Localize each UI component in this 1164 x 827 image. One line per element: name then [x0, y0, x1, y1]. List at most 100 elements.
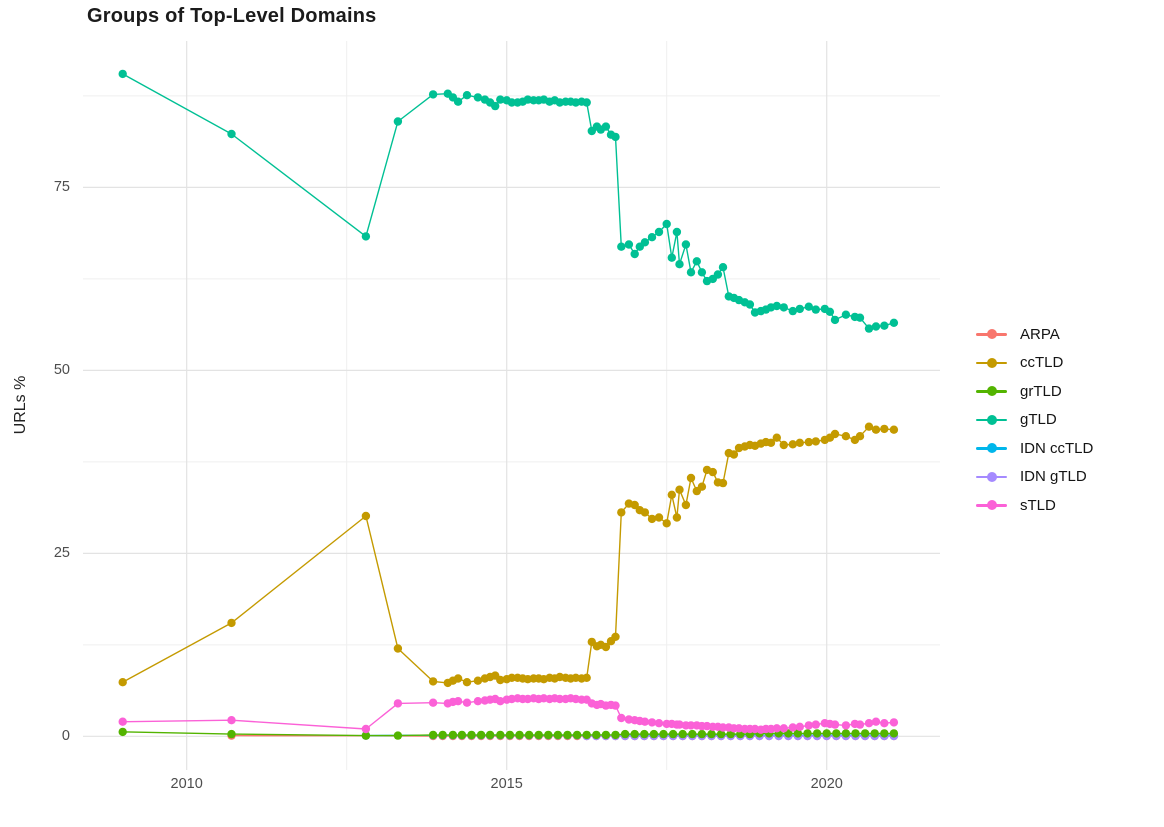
data-point: [871, 322, 881, 331]
y-tick-75: 75: [53, 179, 70, 196]
data-point: [864, 719, 874, 728]
data-point: [118, 727, 127, 737]
legend-item-cctld: ccTLD: [976, 349, 1093, 378]
data-point: [864, 324, 874, 333]
data-point: [662, 519, 671, 528]
legend-item-gtld: gTLD: [976, 406, 1093, 435]
data-point: [507, 673, 516, 682]
data-point: [716, 729, 726, 739]
data-point: [654, 227, 664, 237]
data-point: [582, 730, 591, 740]
data-point: [620, 729, 630, 739]
data-point: [681, 240, 691, 249]
data-point: [473, 697, 483, 706]
data-point: [647, 233, 657, 242]
data-point: [630, 500, 639, 510]
data-point: [788, 306, 797, 316]
data-point: [572, 730, 582, 740]
legend-item-grtld: grTLD: [976, 377, 1093, 406]
data-point: [795, 438, 804, 447]
legend-label: sTLD: [1020, 496, 1056, 514]
gridlines-major: [83, 41, 940, 770]
data-point: [772, 433, 781, 442]
data-point: [544, 730, 553, 740]
legend-label: IDN ccTLD: [1020, 439, 1094, 457]
data-point: [804, 302, 813, 311]
data-point: [505, 730, 515, 740]
data-point: [812, 729, 822, 738]
data-point: [880, 321, 889, 330]
legend-item-idn-gtld: IDN gTLD: [976, 463, 1093, 492]
data-point: [624, 240, 634, 249]
data-point: [675, 260, 684, 269]
data-point: [678, 729, 687, 739]
data-point: [841, 432, 851, 441]
data-point: [841, 729, 851, 738]
y-tick-25: 25: [53, 545, 70, 562]
legend-marker-idn-cctld: [976, 442, 1007, 454]
data-point: [592, 730, 601, 740]
data-point: [659, 729, 668, 739]
data-point: [654, 513, 664, 522]
data-point: [788, 440, 797, 449]
data-point: [795, 722, 804, 731]
data-point: [871, 425, 881, 434]
data-point: [804, 721, 813, 730]
y-axis-title: URLs %: [12, 375, 29, 435]
data-point: [611, 701, 620, 710]
data-point: [667, 490, 676, 499]
data-point: [841, 721, 851, 730]
data-point: [453, 97, 463, 106]
data-point: [496, 730, 505, 740]
data-point: [889, 718, 899, 727]
data-point: [118, 678, 127, 687]
data-point: [496, 95, 505, 104]
legend-item-arpa: ARPA: [976, 320, 1093, 349]
data-point: [718, 723, 728, 732]
data-point: [393, 117, 403, 126]
data-point: [118, 69, 127, 79]
series-grtld: [118, 727, 899, 740]
data-point: [707, 729, 716, 739]
data-point: [822, 729, 831, 738]
data-point: [681, 500, 691, 510]
data-point: [889, 729, 899, 738]
data-point: [779, 440, 788, 450]
data-point: [793, 729, 803, 738]
data-point: [697, 729, 707, 739]
legend-marker-idn-gtld: [976, 471, 1007, 483]
data-point: [675, 720, 684, 729]
data-point: [672, 227, 682, 237]
data-point: [766, 438, 776, 447]
legend-label: grTLD: [1020, 382, 1062, 400]
data-point: [507, 98, 516, 107]
series-gtld: [118, 69, 899, 333]
data-point: [795, 304, 804, 314]
data-point: [864, 422, 874, 431]
data-point: [473, 676, 483, 685]
data-point: [686, 721, 696, 730]
data-point: [630, 729, 639, 739]
data-point: [855, 720, 865, 729]
data-point: [851, 729, 860, 738]
data-point: [825, 307, 835, 316]
data-point: [841, 310, 851, 319]
data-point: [611, 132, 620, 142]
data-point: [393, 644, 403, 653]
data-point: [476, 730, 486, 740]
legend-marker-gtld: [976, 414, 1007, 426]
x-tick-2010: 2010: [170, 776, 203, 792]
data-point: [640, 508, 650, 517]
data-point: [601, 730, 611, 740]
data-point: [227, 129, 236, 139]
data-point: [496, 697, 505, 706]
data-point: [788, 723, 797, 732]
data-point: [453, 674, 463, 683]
data-point: [870, 729, 879, 738]
data-point: [640, 717, 650, 726]
data-point: [697, 482, 707, 491]
legend: ARPA ccTLD grTLD gTLD IDN ccTLD IDN gTLD…: [976, 320, 1093, 520]
data-point: [697, 268, 707, 277]
series-cctld: [118, 422, 899, 688]
